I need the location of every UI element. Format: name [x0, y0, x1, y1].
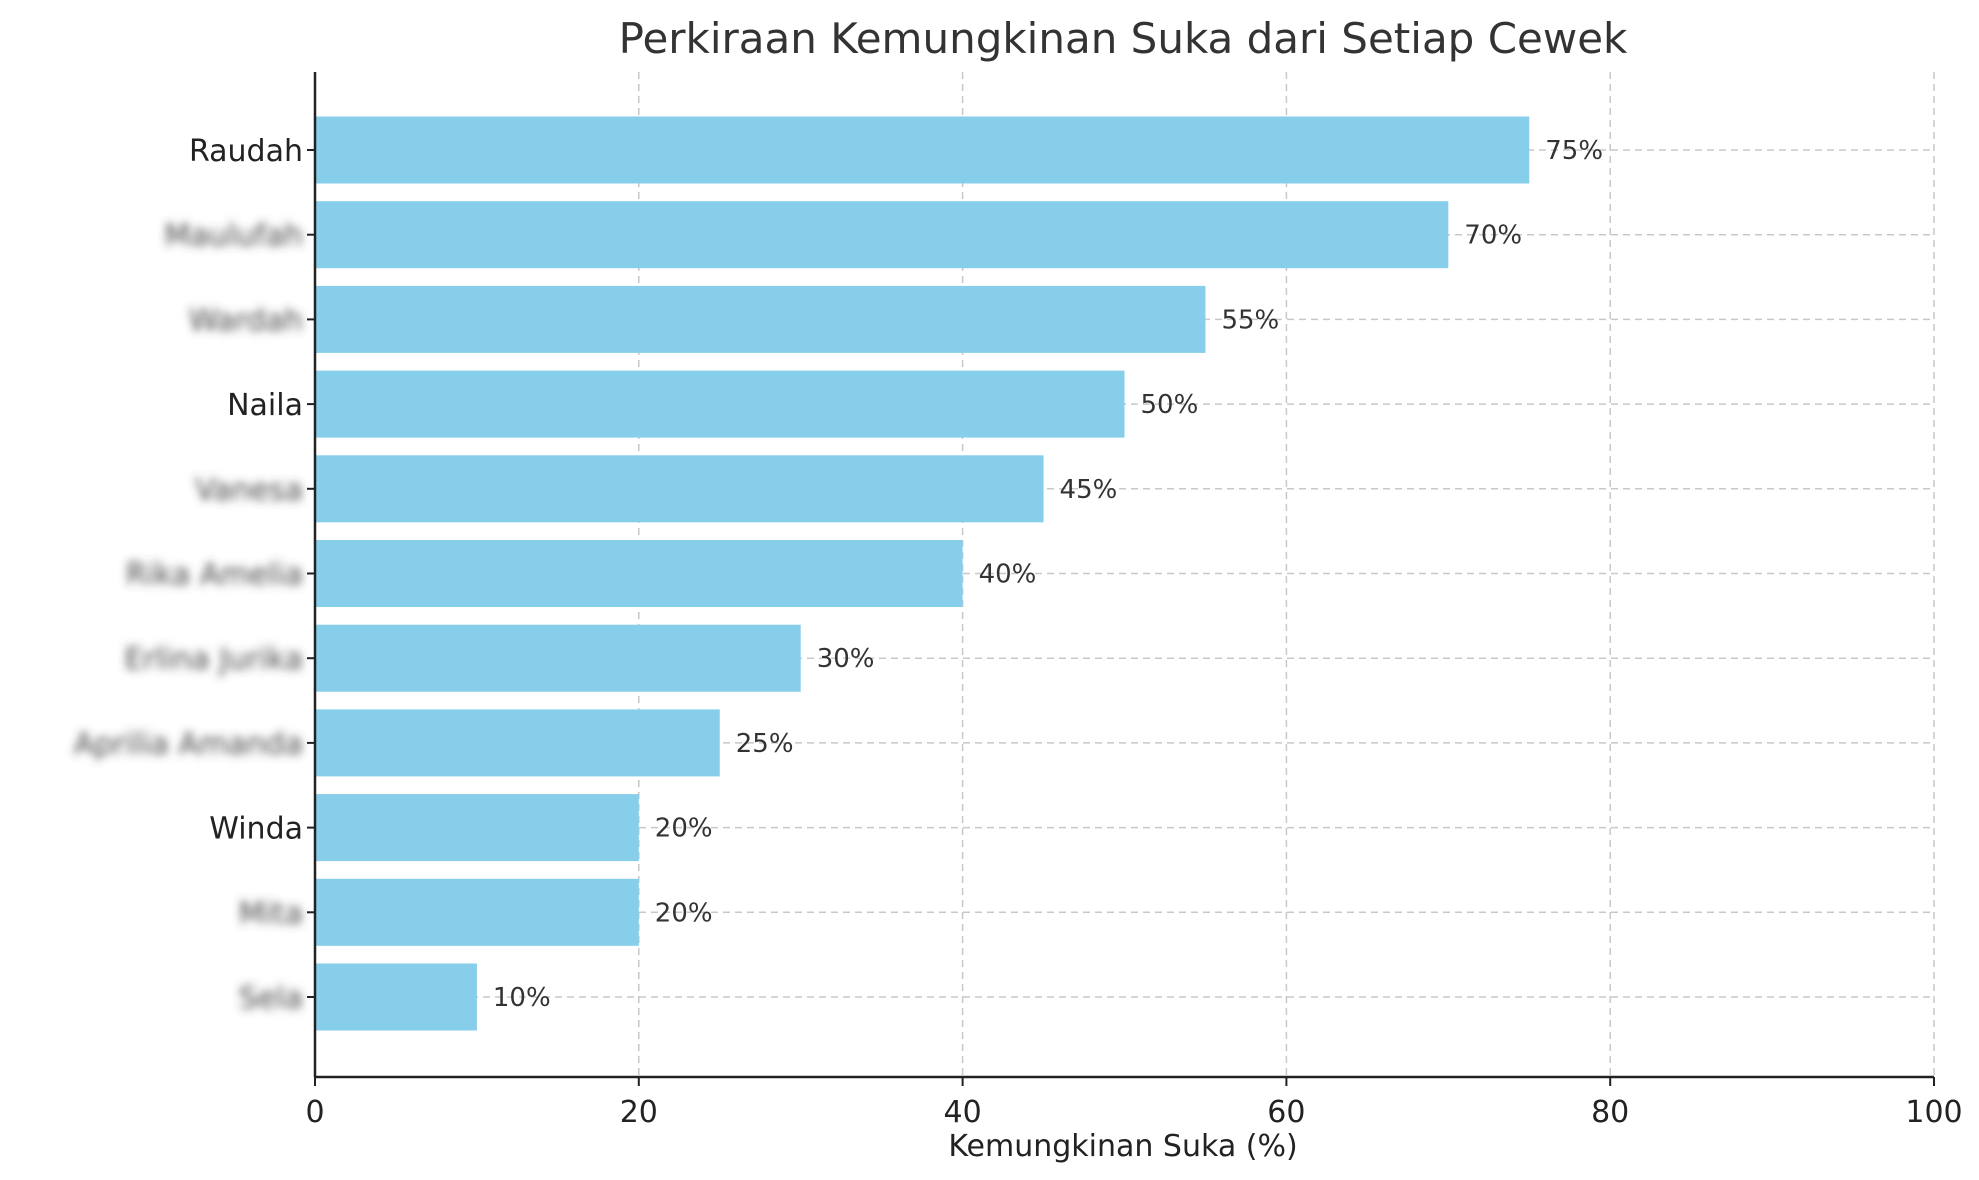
x-tick-label: 0	[305, 1095, 324, 1130]
data-label: 45%	[1060, 475, 1118, 505]
bar	[315, 963, 477, 1031]
data-label: 70%	[1464, 221, 1522, 251]
x-tick-label: 80	[1591, 1095, 1629, 1130]
y-tick-label: Rika Amelia	[126, 558, 303, 593]
bar	[315, 540, 963, 607]
y-axis: Raudah Maulufah Wardah Naila Vanesa Rika Amel…	[74, 72, 317, 1077]
x-axis-label: Kemungkinan Suka (%)	[948, 1129, 1297, 1164]
y-tick-label: Winda	[209, 812, 303, 847]
bar	[315, 370, 1125, 438]
bar	[315, 794, 639, 862]
chart-title: Perkiraan Kemungkinan Suka dari Setiap C…	[619, 14, 1628, 63]
data-label: 75%	[1545, 136, 1603, 166]
data-label: 55%	[1221, 305, 1279, 335]
x-tick-label: 100	[1905, 1095, 1962, 1130]
x-axis: 0 20 40 60 80 100	[305, 1075, 1963, 1130]
x-tick-label: 40	[944, 1095, 982, 1130]
bar	[315, 116, 1530, 184]
data-label: 20%	[655, 898, 713, 928]
y-tick-label: Wardah	[189, 303, 303, 338]
y-tick-label: Vanesa	[195, 473, 303, 508]
data-label: 25%	[736, 729, 794, 759]
bar	[315, 878, 639, 946]
bar	[315, 455, 1044, 523]
bar	[315, 285, 1206, 353]
y-tick-label: Mita	[239, 896, 303, 931]
y-tick-label: Sela	[239, 981, 303, 1016]
bar	[315, 624, 801, 692]
y-tick-label: Maulufah	[164, 219, 303, 254]
y-tick-label: Raudah	[189, 134, 303, 169]
data-label: 20%	[655, 814, 713, 844]
bars	[315, 116, 1530, 1031]
data-label: 50%	[1141, 390, 1199, 420]
bar	[315, 709, 720, 777]
data-label: 30%	[817, 644, 875, 674]
data-labels: 75% 70% 55% 50% 45% 40% 30% 25% 20% 20% 10%	[493, 136, 1603, 1013]
bar	[315, 201, 1449, 269]
data-label: 10%	[493, 983, 551, 1013]
y-tick-label: Aprilia Amanda	[74, 727, 303, 762]
x-tick-label: 20	[620, 1095, 658, 1130]
x-tick-label: 60	[1267, 1095, 1305, 1130]
y-tick-label: Erlina Jurika	[124, 642, 303, 677]
data-label: 40%	[979, 560, 1037, 590]
y-tick-label: Naila	[227, 388, 303, 423]
